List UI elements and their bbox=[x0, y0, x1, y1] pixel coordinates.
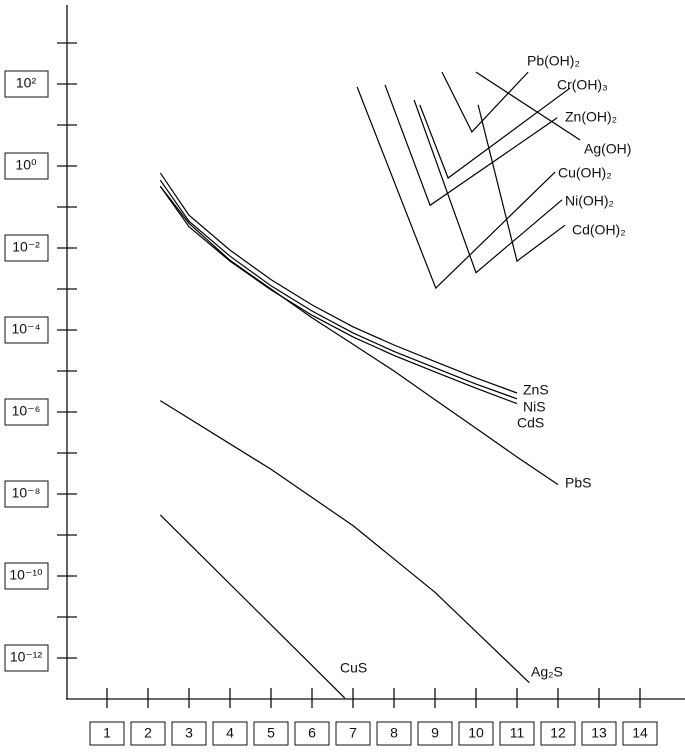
series-line bbox=[356, 86, 556, 290]
series-line bbox=[419, 87, 571, 179]
x-tick-box bbox=[294, 721, 330, 746]
x-tick-label: 11 bbox=[510, 725, 525, 741]
x-tick-box bbox=[89, 721, 125, 746]
x-tick-label: 12 bbox=[550, 725, 566, 741]
y-tick-box bbox=[4, 152, 49, 180]
y-tick-box bbox=[4, 562, 49, 590]
y-tick-label: 10⁻⁸ bbox=[12, 485, 41, 501]
x-tick-label: 4 bbox=[226, 725, 234, 741]
series-label: Cu(OH)₂ bbox=[558, 165, 612, 181]
series-line bbox=[413, 99, 563, 274]
series-label: Pb(OH)₂ bbox=[527, 53, 580, 69]
x-tick-label: 10 bbox=[468, 725, 484, 741]
x-tick-box bbox=[499, 721, 535, 746]
series-line bbox=[441, 71, 529, 133]
x-tick-label: 8 bbox=[390, 725, 398, 741]
series-line bbox=[477, 104, 566, 263]
series-label: ZnS bbox=[523, 382, 549, 398]
y-tick-box bbox=[4, 316, 49, 344]
x-tick-box bbox=[212, 721, 248, 746]
series-label: Ni(OH)₂ bbox=[565, 193, 614, 209]
y-tick-box bbox=[4, 398, 49, 426]
series-label: Ag₂S bbox=[531, 664, 563, 680]
x-tick-label: 7 bbox=[349, 725, 357, 741]
x-tick-label: 13 bbox=[591, 725, 607, 741]
y-tick-label: 10² bbox=[16, 75, 37, 91]
x-tick-label: 1 bbox=[103, 725, 111, 741]
x-tick-box bbox=[540, 721, 576, 746]
x-tick-box bbox=[171, 721, 207, 746]
series-label: CdS bbox=[517, 415, 544, 431]
x-tick-box bbox=[417, 721, 453, 746]
x-tick-label: 2 bbox=[144, 725, 152, 741]
y-tick-label: 10⁻¹⁰ bbox=[9, 567, 43, 583]
y-tick-box bbox=[4, 644, 49, 672]
y-tick-box bbox=[4, 480, 49, 508]
series-line bbox=[384, 84, 558, 207]
series-label: Zn(OH)₂ bbox=[565, 109, 617, 125]
x-tick-label: 9 bbox=[431, 725, 439, 741]
y-tick-label: 10⁻⁴ bbox=[12, 321, 41, 337]
x-tick-box bbox=[581, 721, 617, 746]
series-line bbox=[475, 71, 581, 141]
x-tick-label: 14 bbox=[632, 725, 648, 741]
series-line bbox=[159, 185, 559, 486]
series-label: PbS bbox=[565, 475, 591, 491]
series-line bbox=[159, 172, 518, 394]
series-label: Ag(OH) bbox=[584, 141, 631, 157]
series-label: Cr(OH)₃ bbox=[557, 77, 608, 93]
x-tick-box bbox=[335, 721, 371, 746]
series-label: CuS bbox=[340, 660, 367, 676]
x-tick-label: 3 bbox=[185, 725, 193, 741]
y-tick-label: 10⁻¹² bbox=[10, 649, 43, 665]
series-line bbox=[159, 400, 530, 684]
y-tick-box bbox=[4, 70, 49, 98]
series-label: Cd(OH)₂ bbox=[572, 222, 626, 238]
y-tick-label: 10⁻⁶ bbox=[12, 403, 41, 419]
x-tick-box bbox=[622, 721, 658, 746]
x-tick-box bbox=[130, 721, 166, 746]
x-tick-label: 6 bbox=[308, 725, 316, 741]
series-line bbox=[159, 179, 518, 400]
series-line bbox=[159, 514, 346, 699]
y-tick-label: 10⁰ bbox=[15, 157, 37, 173]
y-tick-label: 10⁻² bbox=[12, 239, 40, 255]
series-label: NiS bbox=[523, 399, 546, 415]
x-tick-label: 5 bbox=[267, 725, 275, 741]
y-tick-box bbox=[4, 234, 49, 262]
x-tick-box bbox=[458, 721, 494, 746]
x-tick-box bbox=[376, 721, 412, 746]
x-tick-box bbox=[253, 721, 289, 746]
series-line bbox=[159, 185, 518, 405]
